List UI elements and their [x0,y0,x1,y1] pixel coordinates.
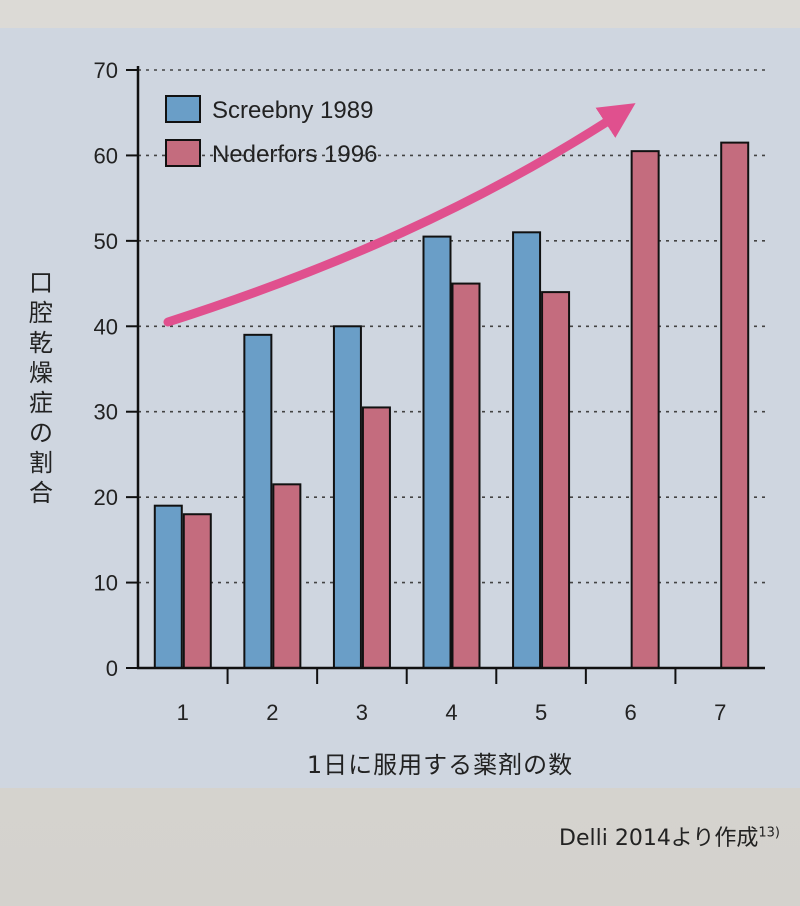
y-tick-label-40: 40 [94,314,118,339]
x-tick-label-6: 6 [625,700,637,725]
y-tick-label-20: 20 [94,485,118,510]
bar-screebny-3 [332,325,362,669]
x-tick-label-7: 7 [714,700,726,725]
x-tick-label-1: 1 [177,700,189,725]
y-tick-label-50: 50 [94,229,118,254]
bar-screebny-5 [512,231,542,669]
y-tick-label-30: 30 [94,400,118,425]
bar-nederfors-2 [272,483,302,670]
legend-swatch-nederfors [165,139,201,167]
bar-nederfors-7 [720,141,750,670]
y-tick-label-70: 70 [94,58,118,83]
bar-nederfors-1 [182,513,212,669]
bar-screebny-4 [422,235,452,669]
bar-screebny-1 [153,504,183,669]
x-axis-label: 1日に服用する薬剤の数 [306,751,574,779]
y-tick-label-60: 60 [94,143,118,168]
legend-label-nederfors: Nederfors 1996 [212,141,377,168]
x-tick-label-4: 4 [445,700,457,725]
source-ref: 13) [758,825,780,841]
bar-screebny-2 [243,333,273,669]
source-citation: Delli 2014より作成13) [559,820,780,852]
x-tick-label-2: 2 [266,700,278,725]
bar-nederfors-4 [451,282,481,669]
bar-nederfors-5 [541,291,571,669]
x-tick-label-3: 3 [356,700,368,725]
x-tick-label-5: 5 [535,700,547,725]
y-tick-label-10: 10 [94,571,118,596]
trend-arrow [163,103,636,327]
y-tick-label-0: 0 [106,656,118,681]
legend-label-screebny: Screebny 1989 [212,97,373,124]
source-text: Delli 2014より作成 [559,826,759,851]
bar-nederfors-3 [361,406,391,669]
legend-swatch-screebny [165,95,201,123]
bar-nederfors-6 [630,150,660,669]
y-axis-label: 口腔乾燥症の割合 [29,269,53,507]
